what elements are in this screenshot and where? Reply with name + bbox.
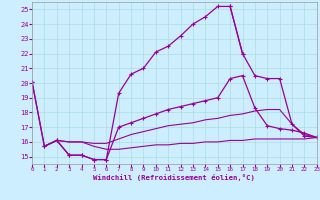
X-axis label: Windchill (Refroidissement éolien,°C): Windchill (Refroidissement éolien,°C) (93, 174, 255, 181)
